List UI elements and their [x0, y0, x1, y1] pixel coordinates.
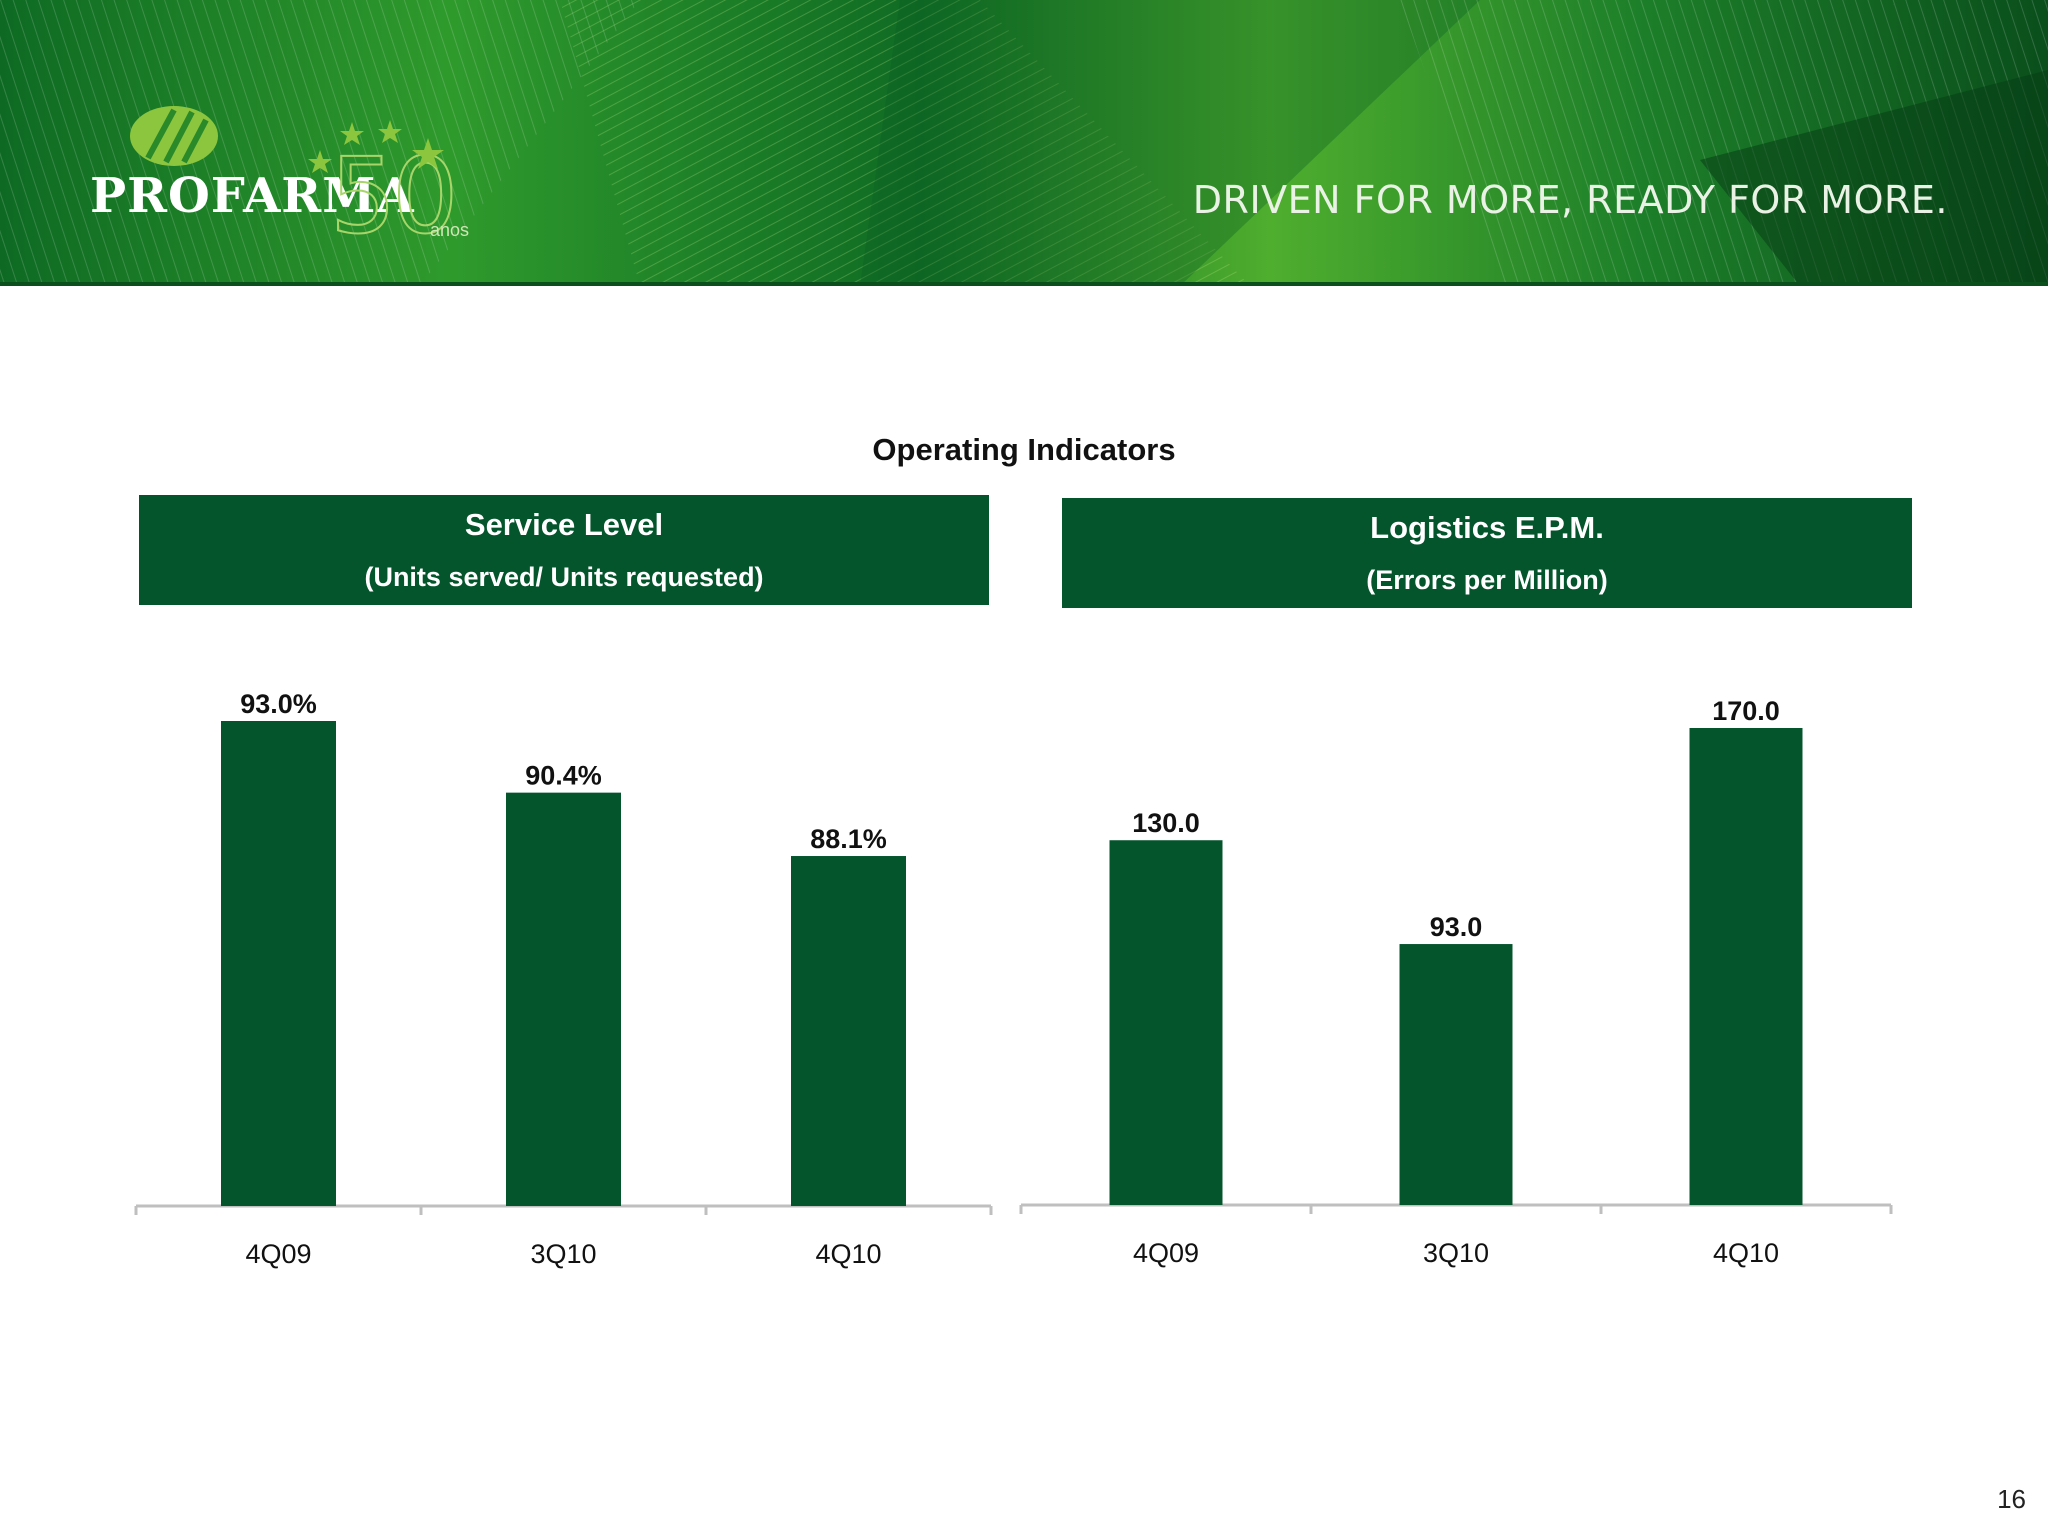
tagline: DRIVEN FOR MORE, READY FOR MORE.	[1192, 178, 1948, 222]
bar-3q10	[506, 792, 621, 1206]
category-label: 4Q10	[815, 1239, 881, 1269]
header-banner: PROFARMA 50 anos DRIVEN FOR MORE, READY …	[0, 0, 2048, 286]
profarma-logo-icon	[130, 106, 218, 166]
data-label: 93.0%	[240, 689, 317, 719]
bar-4q09	[221, 721, 336, 1206]
data-label: 88.1%	[810, 824, 887, 854]
bar-4q10	[791, 856, 906, 1206]
category-label: 4Q10	[1713, 1238, 1779, 1268]
bar-4q10	[1689, 728, 1803, 1205]
service-level-title: Service Level	[464, 507, 664, 542]
service-level-subtitle: (Units served/ Units requested)	[364, 562, 764, 592]
data-label: 90.4%	[525, 761, 602, 791]
service-level-chart: 93.0% 4Q09 90.4% 3Q10 88.1% 4Q10	[134, 689, 993, 1269]
anniversary-suffix: anos	[430, 220, 470, 240]
logistics-epm-chart: 130.0 4Q09 93.0 3Q10 170.0 4Q10	[1019, 696, 1893, 1268]
stars-icon	[308, 120, 444, 173]
logistics-epm-subtitle: (Errors per Million)	[1366, 565, 1608, 595]
logistics-epm-header: Logistics E.P.M. (Errors per Million)	[1062, 498, 1912, 608]
category-label: 4Q09	[1133, 1238, 1199, 1268]
brand-logo-text: PROFARMA	[90, 168, 415, 224]
bar-4q09	[1109, 840, 1223, 1205]
category-label: 3Q10	[1423, 1238, 1489, 1268]
data-label: 93.0	[1430, 912, 1483, 942]
category-label: 4Q09	[245, 1239, 311, 1269]
logistics-epm-title: Logistics E.P.M.	[1370, 510, 1604, 545]
page-number: 16	[1997, 1484, 2026, 1514]
slide-title: Operating Indicators	[872, 432, 1176, 467]
anniversary-number: 50	[329, 135, 459, 257]
banner-background	[0, 0, 2048, 286]
category-label: 3Q10	[530, 1239, 596, 1269]
data-label: 130.0	[1132, 808, 1200, 838]
data-label: 170.0	[1712, 696, 1780, 726]
service-level-header: Service Level (Units served/ Units reque…	[139, 495, 989, 605]
bar-3q10	[1399, 944, 1513, 1205]
